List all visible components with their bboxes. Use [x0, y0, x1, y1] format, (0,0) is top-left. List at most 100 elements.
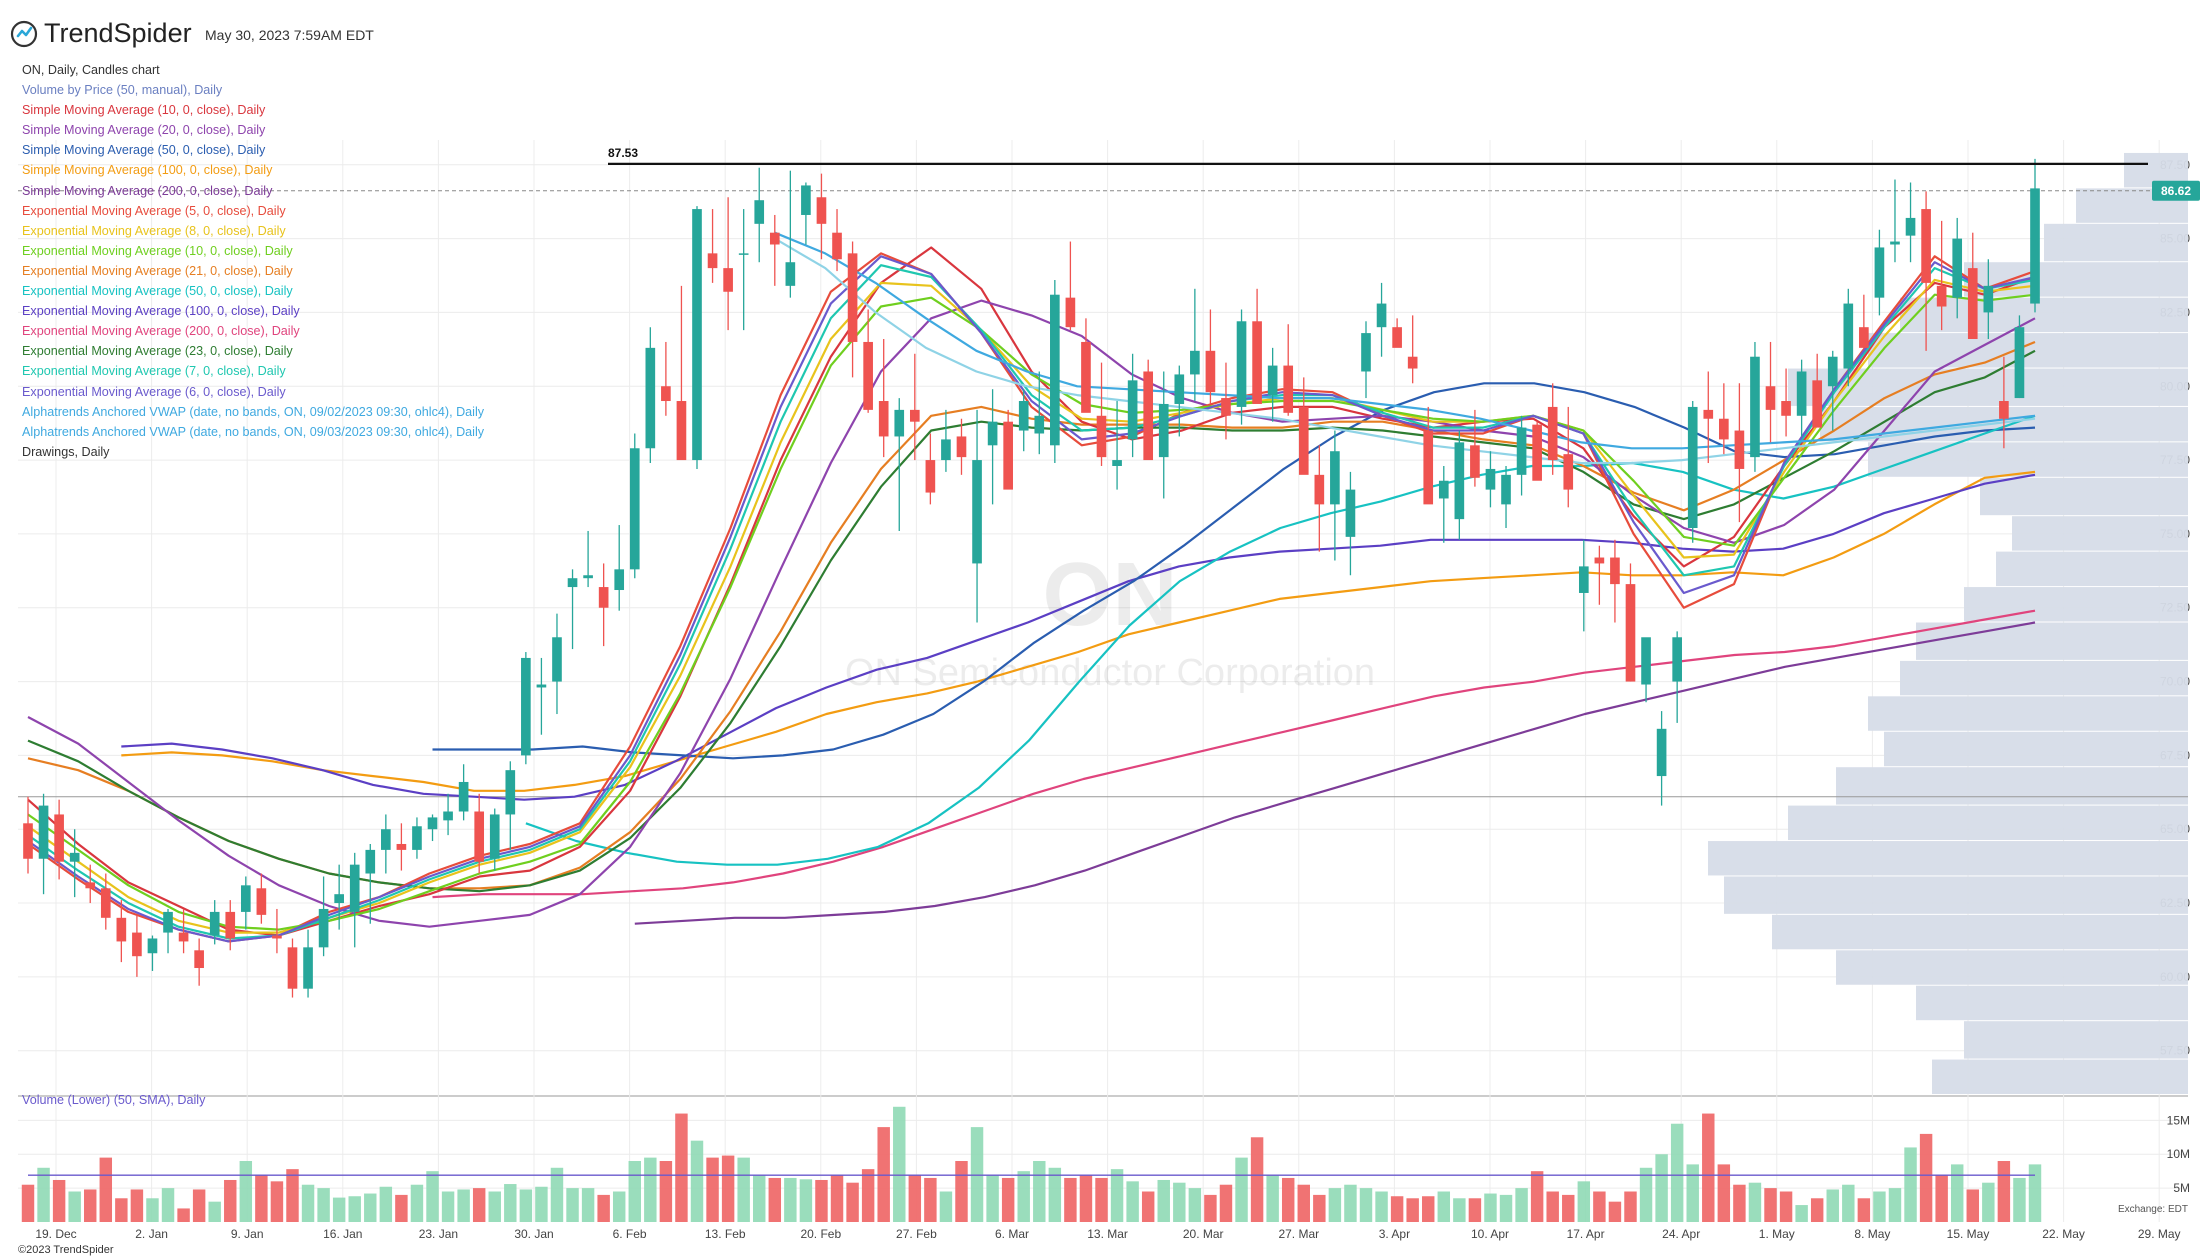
volume-bar	[472, 1188, 486, 1222]
volume-bar	[286, 1169, 299, 1222]
indicator-line	[27, 349, 2036, 893]
candle-body	[443, 811, 453, 821]
candle-body	[816, 197, 827, 224]
exchange-label: Exchange: EDT	[2118, 1204, 2188, 1215]
candle-body	[925, 460, 936, 493]
candle-body	[1719, 418, 1729, 440]
candle-body	[38, 805, 49, 859]
trendspider-logo: TrendSpider	[10, 18, 192, 49]
legend-item[interactable]: Exponential Moving Average (6, 0, close)…	[22, 384, 286, 399]
volume-bar	[1453, 1198, 1466, 1222]
legend-item[interactable]: Exponential Moving Average (8, 0, close)…	[22, 223, 286, 238]
volume-bar	[68, 1191, 81, 1222]
candle-body	[956, 436, 967, 458]
legend-item[interactable]: Alphatrends Anchored VWAP (date, no band…	[22, 424, 485, 439]
volume-bar	[612, 1191, 626, 1222]
x-tick-label: 19. Dec	[35, 1227, 76, 1241]
volume-bar	[1966, 1189, 1979, 1222]
x-tick-label: 16. Jan	[323, 1227, 362, 1241]
candle-body	[116, 917, 127, 942]
volume-bar	[1919, 1133, 1933, 1222]
volume-bar	[1577, 1181, 1591, 1222]
volume-by-price-bar	[1980, 477, 2188, 516]
candle-body	[661, 386, 671, 402]
volume-bar	[1235, 1157, 1248, 1222]
candle-body	[1827, 356, 1838, 387]
volume-by-price-bar	[1964, 1021, 2188, 1059]
volume-tick-label: 5M	[2173, 1181, 2190, 1195]
legend-item[interactable]: Simple Moving Average (100, 0, close), D…	[22, 163, 273, 178]
volume-by-price-bar	[1996, 551, 2188, 587]
candle-body	[1221, 398, 1231, 416]
legend-item[interactable]: Exponential Moving Average (21, 0, close…	[22, 263, 293, 278]
candle-body	[1625, 584, 1636, 682]
volume-bar	[1468, 1198, 1482, 1222]
volume-bar	[177, 1208, 190, 1222]
legend-item[interactable]: Exponential Moving Average (50, 0, close…	[22, 284, 293, 299]
legend-item[interactable]: Exponential Moving Average (200, 0, clos…	[22, 324, 300, 339]
candle-body	[1687, 406, 1698, 528]
legend-item[interactable]: Volume by Price (50, manual), Daily	[22, 83, 223, 98]
volume-bar	[1888, 1188, 1902, 1222]
candle-body	[1081, 341, 1091, 413]
volume-by-price-bar	[1836, 767, 2188, 805]
volume-bar	[597, 1194, 610, 1222]
x-tick-label: 22. May	[2042, 1227, 2085, 1241]
candle-body	[1656, 728, 1667, 777]
volume-bar	[1281, 1177, 1295, 1222]
legend-item[interactable]: Simple Moving Average (50, 0, close), Da…	[22, 143, 266, 158]
volume-bar	[99, 1157, 113, 1222]
x-tick-label: 10. Apr	[1471, 1227, 1509, 1241]
volume-bar	[1001, 1177, 1015, 1222]
timestamp: May 30, 2023 7:59AM EDT	[205, 27, 374, 43]
candle-body	[1796, 371, 1807, 416]
legend-item[interactable]: Exponential Moving Average (7, 0, close)…	[22, 364, 286, 379]
volume-bar	[161, 1188, 175, 1222]
legend-item[interactable]: Exponential Moving Average (10, 0, close…	[22, 243, 293, 258]
x-tick-label: 27. Mar	[1278, 1227, 1319, 1241]
candle-body	[1003, 421, 1013, 490]
candle-body	[1936, 285, 1947, 307]
resistance-label: 87.53	[608, 146, 638, 160]
candle-body	[365, 849, 376, 874]
x-tick-label: 17. Apr	[1567, 1227, 1605, 1241]
volume-bar	[1826, 1189, 1839, 1222]
volume-bar	[2028, 1164, 2042, 1222]
legend-item[interactable]: Exponential Moving Average (23, 0, close…	[22, 344, 293, 359]
candle-body	[1501, 474, 1511, 505]
volume-bar	[1266, 1174, 1279, 1222]
volume-bar	[908, 1174, 922, 1222]
volume-bar	[1655, 1154, 1668, 1222]
x-tick-label: 1. May	[1759, 1227, 1795, 1241]
candle-body	[1641, 637, 1651, 685]
legend-item[interactable]: Simple Moving Average (10, 0, close), Da…	[22, 103, 266, 118]
candle-body	[1392, 327, 1402, 348]
copyright: ©2023 TrendSpider	[18, 1244, 114, 1256]
volume-bar	[1422, 1196, 1435, 1222]
volume-bar	[1095, 1177, 1108, 1222]
candle-body	[645, 347, 656, 449]
volume-by-price-bar	[1916, 622, 2188, 660]
legend-item[interactable]: Exponential Moving Average (5, 0, close)…	[22, 203, 286, 218]
volume-bar	[1624, 1191, 1637, 1222]
volume-bar	[1188, 1188, 1202, 1222]
legend-item[interactable]: Simple Moving Average (20, 0, close), Da…	[22, 123, 266, 138]
candle-body	[1407, 356, 1418, 369]
x-tick-label: 23. Jan	[419, 1227, 458, 1241]
legend-item[interactable]: Drawings, Daily	[22, 444, 110, 459]
volume-bar	[1437, 1191, 1451, 1222]
volume-by-price-bar	[1900, 660, 2188, 696]
legend-item[interactable]: Exponential Moving Average (100, 0, clos…	[22, 304, 300, 319]
volume-bar	[784, 1177, 797, 1222]
candle-body	[69, 852, 80, 862]
legend-item[interactable]: Simple Moving Average (200, 0, close), D…	[22, 183, 273, 198]
candle-body	[303, 947, 313, 989]
candle-body	[132, 932, 142, 957]
x-tick-label: 27. Feb	[896, 1227, 937, 1241]
legend-item[interactable]: Alphatrends Anchored VWAP (date, no band…	[22, 404, 485, 419]
candle-body	[1438, 480, 1449, 499]
candle-body	[1703, 409, 1714, 419]
volume-bar	[1935, 1174, 1948, 1222]
volume-bar	[426, 1171, 439, 1222]
